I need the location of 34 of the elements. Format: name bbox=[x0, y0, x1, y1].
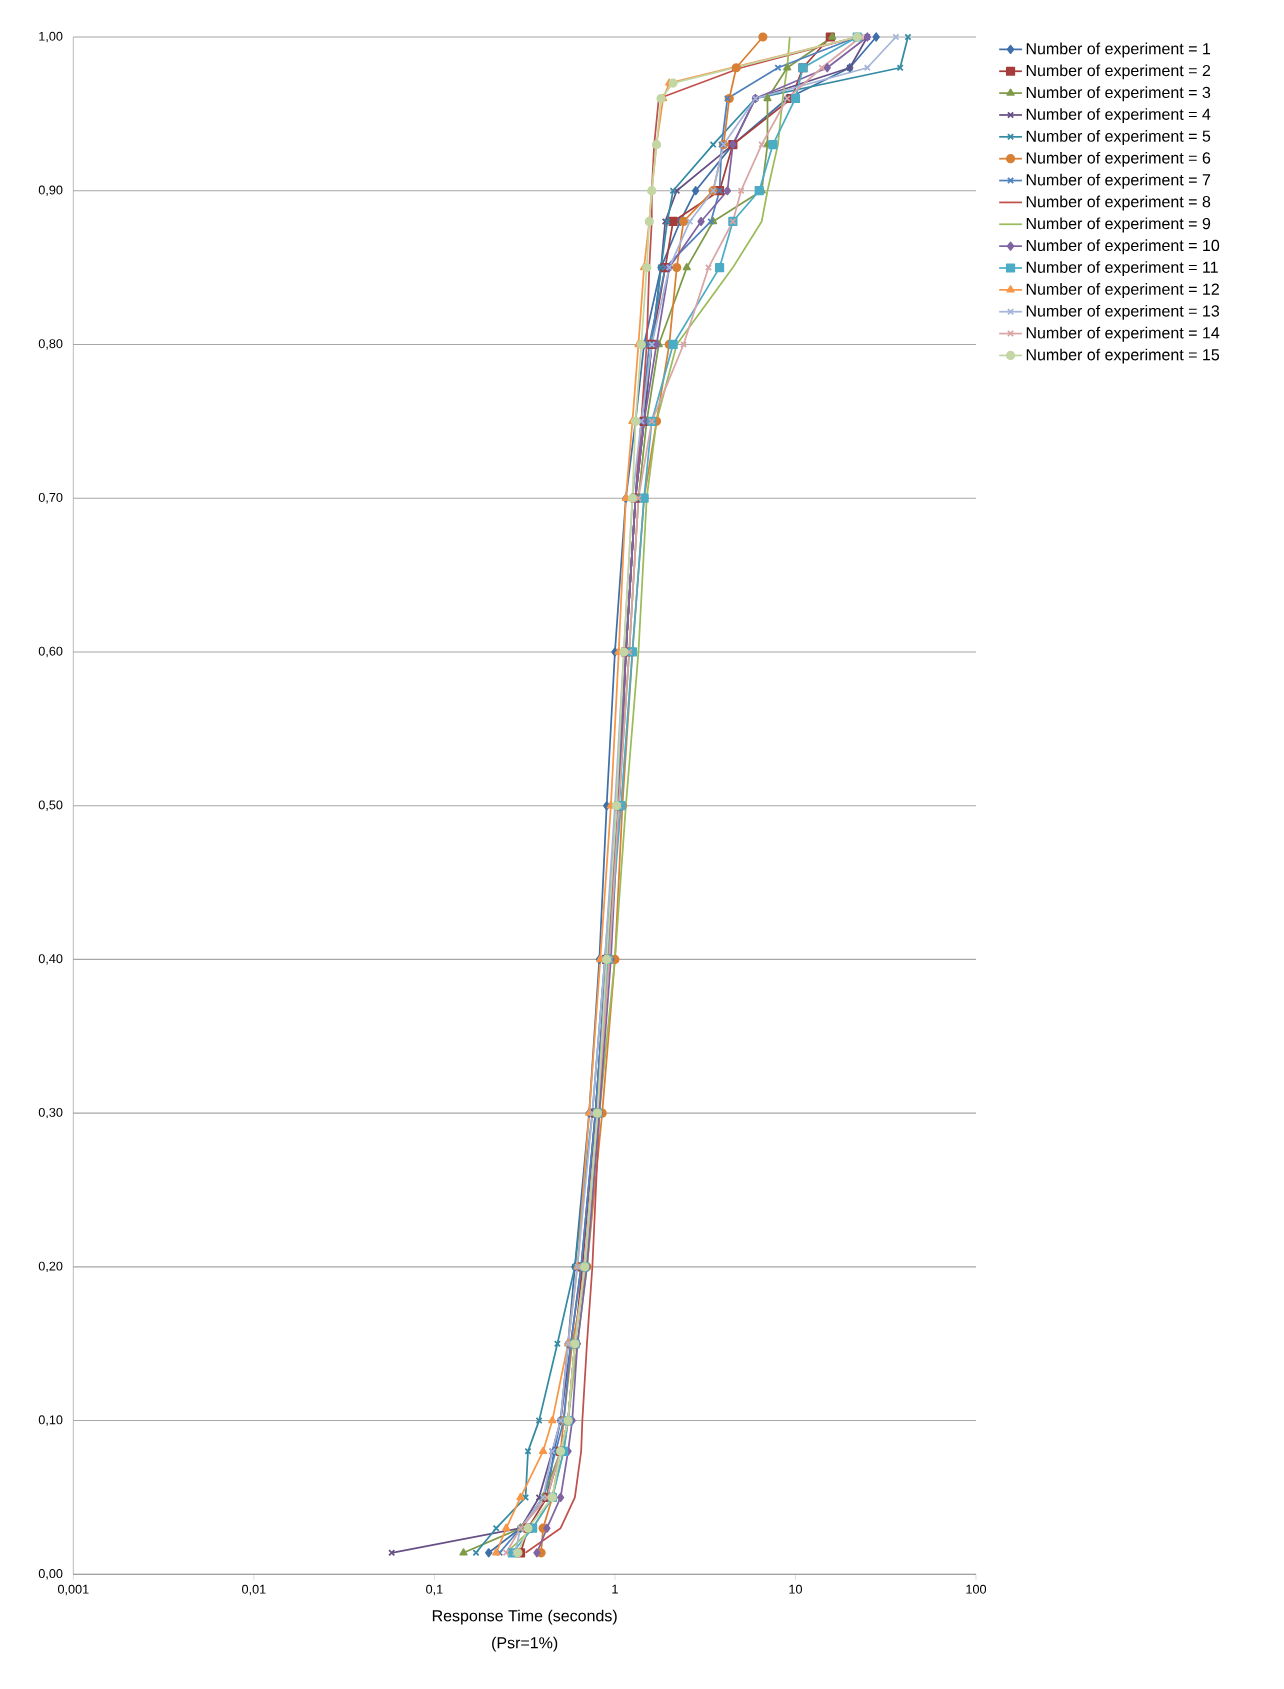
y-tick-label: 0,60 bbox=[38, 646, 63, 658]
legend-label: Number of experiment = 13 bbox=[1026, 304, 1220, 320]
y-tick-label: 0,10 bbox=[38, 1415, 63, 1426]
text: (Psr=1%) bbox=[492, 1636, 558, 1652]
y-tick-label: 0,50 bbox=[38, 800, 63, 811]
y-tick-label: 0,80 bbox=[38, 339, 63, 350]
legend-label: Number of experiment = 9 bbox=[1026, 217, 1211, 233]
y-tick-label: 0,40 bbox=[38, 954, 63, 965]
legend-label: Number of experiment = 6 bbox=[1026, 151, 1211, 167]
legend-label: Number of experiment = 11 bbox=[1026, 261, 1218, 277]
legend-label: Number of experiment = 4 bbox=[1026, 108, 1211, 124]
y-tick-label: 0,00 bbox=[38, 1569, 63, 1580]
legend-label: Number of experiment = 10 bbox=[1026, 239, 1220, 255]
y-tick-label: 0,90 bbox=[38, 185, 63, 196]
x-tick-label: 100 bbox=[966, 1584, 987, 1594]
legend-label: Number of experiment = 3 bbox=[1026, 86, 1211, 102]
y-tick-label: 1,00 bbox=[39, 31, 63, 43]
legend-label: Number of experiment = 5 bbox=[1026, 130, 1211, 145]
y-tick-label: 0,70 bbox=[38, 492, 63, 504]
x-tick-label: 0,01 bbox=[242, 1584, 266, 1596]
legend-label: Number of experiment = 14 bbox=[1026, 326, 1220, 342]
x-tick-label: 0,001 bbox=[57, 1584, 89, 1596]
legend-label: Number of experiment = 15 bbox=[1026, 348, 1220, 364]
x-tick-label: 0,1 bbox=[426, 1584, 443, 1596]
x-tick-label: 10 bbox=[789, 1584, 802, 1594]
legend-label: Number of experiment = 8 bbox=[1026, 195, 1211, 211]
x-axis-title: Response Time (seconds) bbox=[432, 1609, 617, 1625]
legend-label: Number of experiment = 12 bbox=[1026, 283, 1219, 298]
y-tick-label: 0,20 bbox=[38, 1261, 63, 1273]
legend-label: Number of experiment = 1 bbox=[1026, 42, 1211, 58]
y-tick-label: 0,30 bbox=[38, 1107, 63, 1119]
legend-label: Number of experiment = 2 bbox=[1026, 64, 1211, 80]
legend-label: Number of experiment = 7 bbox=[1026, 173, 1211, 189]
x-tick-label: 1 bbox=[612, 1584, 618, 1594]
